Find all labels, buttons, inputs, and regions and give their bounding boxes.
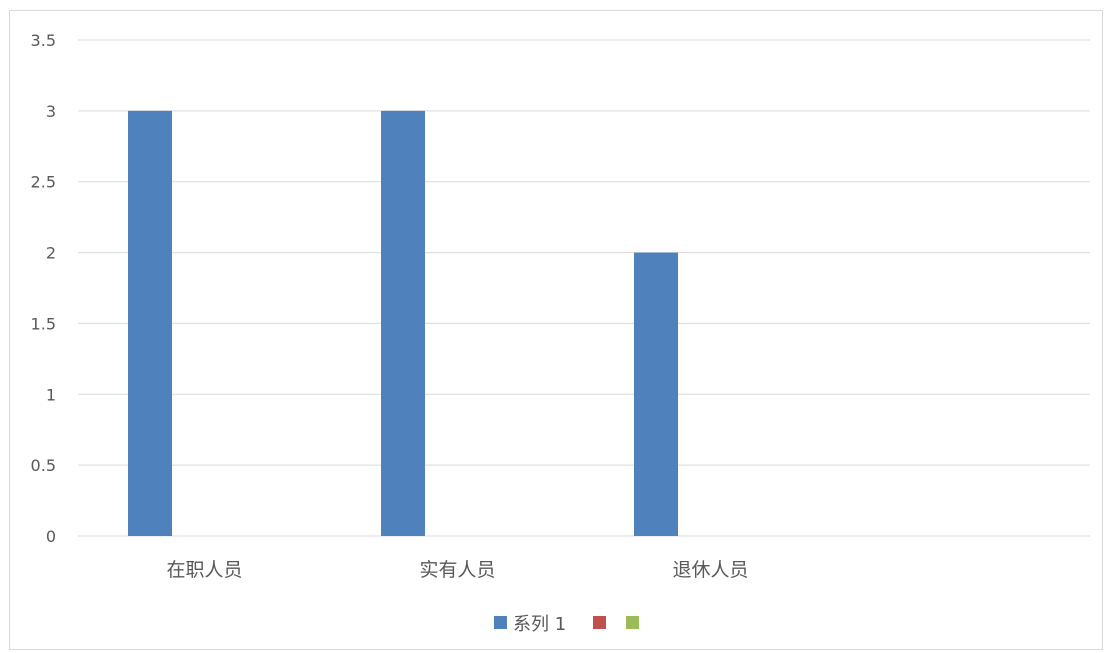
gridlines [78, 39, 1090, 537]
y-tick-label: 0.5 [31, 456, 56, 475]
bars [128, 110, 678, 537]
x-category-label: 退休人员 [672, 559, 748, 581]
bar [381, 110, 425, 536]
legend: 系列 1 [494, 614, 639, 635]
y-tick-label: 2 [46, 244, 56, 263]
y-tick-label: 3.5 [31, 31, 56, 50]
x-axis-category-labels: 在职人员 实有人员 退休人员 [166, 559, 748, 581]
legend-label: 系列 1 [513, 614, 566, 635]
legend-swatch [593, 616, 606, 629]
y-axis-tick-labels: 0 0.5 1 1.5 2 2.5 3 3.5 [31, 31, 56, 546]
bar [128, 110, 172, 536]
y-tick-label: 1 [46, 385, 56, 404]
x-category-label: 实有人员 [419, 559, 495, 581]
y-tick-label: 0 [46, 527, 56, 546]
y-tick-label: 3 [46, 102, 56, 121]
legend-swatch [494, 616, 507, 629]
chart-area [9, 10, 1103, 650]
y-tick-label: 2.5 [31, 173, 56, 192]
x-category-label: 在职人员 [166, 559, 242, 581]
legend-swatch [626, 616, 639, 629]
bar [634, 252, 678, 537]
y-tick-label: 1.5 [31, 314, 56, 333]
